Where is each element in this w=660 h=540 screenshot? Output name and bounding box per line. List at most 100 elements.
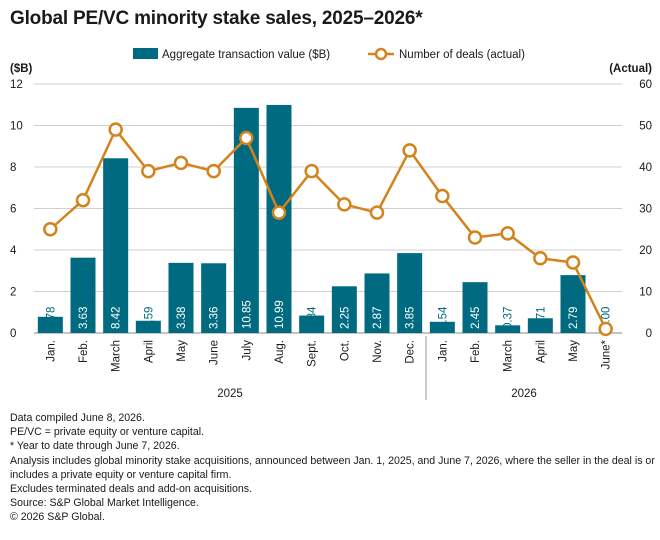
right-tick-label: 10 (639, 287, 652, 299)
right-tick-label: 40 (639, 162, 652, 174)
right-tick-label: 0 (646, 328, 652, 340)
right-tick-label: 20 (639, 245, 652, 257)
deals-point (108, 122, 123, 137)
deals-point (402, 143, 417, 158)
category-label: June* (601, 339, 613, 369)
deals-point (337, 197, 352, 212)
category-label: July (241, 340, 253, 361)
bar (560, 275, 586, 333)
left-tick-label: 2 (10, 287, 16, 299)
chart: 0 2 4 6 8 10 12 0 10 20 30 40 50 60 ($B) (Actual) Aggreg… (10, 47, 652, 400)
bar-value-label: 3.36 (209, 307, 221, 329)
bar-value-label: 0.59 (143, 307, 155, 329)
bar (429, 321, 455, 333)
bar-value-label: 0.71 (535, 307, 547, 329)
bar (495, 325, 521, 333)
bar (135, 320, 161, 333)
legend-line-label: Number of deals (actual) (399, 49, 525, 61)
year-group-label: 2025 (217, 388, 243, 400)
legend-line-marker (374, 47, 388, 61)
bar (364, 273, 390, 333)
bar (331, 286, 357, 333)
bar (527, 318, 553, 333)
left-tick-label: 8 (10, 162, 16, 174)
right-tick-label: 60 (639, 79, 652, 91)
bar-value-label: 2.25 (339, 307, 351, 329)
footnote-pevc: PE/VC = private equity or venture capita… (10, 426, 205, 439)
bar-value-label: 2.79 (568, 307, 580, 329)
legend-bar-label: Aggregate transaction value ($B) (162, 49, 330, 61)
right-axis-unit: (Actual) (609, 63, 652, 75)
footnotes: Data compiled June 8, 2026. PE/VC = priv… (10, 411, 656, 525)
bar (168, 262, 194, 333)
deals-point (565, 255, 581, 270)
bar-value-label: 2.87 (372, 307, 384, 329)
bar (103, 158, 129, 333)
deals-point (206, 163, 221, 179)
category-label: April (143, 340, 155, 363)
category-label: Jan. (437, 340, 449, 362)
chart-title: Global PE/VC minority stake sales, 2025–… (10, 8, 423, 29)
left-tick-label: 10 (10, 121, 23, 133)
footnote-analysis: Analysis includes global minority stake … (10, 454, 655, 481)
category-label: Sept. (307, 340, 319, 367)
bar-value-label: 3.85 (405, 307, 417, 329)
bar (299, 315, 325, 333)
category-label: Jan. (45, 340, 57, 362)
left-tick-label: 4 (10, 245, 17, 257)
left-axis-unit: ($B) (10, 63, 33, 75)
bar (70, 257, 96, 333)
category-label: Nov. (372, 340, 384, 363)
deals-point (75, 192, 91, 208)
right-tick-label: 50 (639, 121, 652, 133)
deals-point (467, 230, 483, 245)
category-label: June (209, 340, 221, 365)
deals-point (239, 130, 254, 146)
left-tick-label: 0 (10, 328, 16, 340)
footnote-source: Source: S&P Global Market Intelligence. (10, 497, 199, 510)
bar (37, 316, 63, 333)
category-label: Feb. (78, 340, 90, 363)
bar-value-label: 0.84 (307, 306, 319, 329)
deals-line (49, 128, 607, 330)
right-tick-label: 30 (639, 204, 652, 216)
year-group-label: 2026 (511, 388, 537, 400)
legend-bar-swatch (133, 48, 158, 59)
bar (397, 253, 423, 333)
category-label: Aug. (274, 340, 286, 364)
deals-point (369, 205, 385, 220)
bar-value-label: 2.45 (470, 307, 482, 329)
deals-point (435, 188, 450, 204)
deals-point (533, 251, 548, 266)
left-tick-label: 6 (10, 204, 16, 216)
deals-point (304, 163, 319, 179)
deals-point (500, 226, 515, 241)
footnote-copyright: © 2026 S&P Global. (10, 511, 105, 524)
bar-value-label: 3.63 (78, 307, 90, 329)
category-label: May (176, 340, 188, 362)
bar-value-label: 10.85 (241, 300, 253, 329)
category-label: Feb. (470, 340, 482, 363)
bar-value-label: 8.42 (111, 307, 123, 329)
bar-value-label: 0.37 (503, 307, 515, 329)
category-label: Oct. (339, 340, 351, 361)
category-label: March (111, 340, 123, 372)
bar (201, 263, 227, 333)
deals-point (43, 222, 58, 237)
bar-value-label: 0.78 (45, 307, 57, 329)
footnote-ytd: * Year to date through June 7, 2026. (10, 440, 180, 453)
footnote-compiled: Data compiled June 8, 2026. (10, 412, 145, 424)
bar-value-label: 3.38 (176, 307, 188, 329)
deals-point (173, 155, 189, 171)
bar-value-label: 10.99 (274, 300, 286, 329)
deals-point (598, 321, 613, 337)
category-label: March (503, 340, 515, 372)
left-tick-label: 12 (10, 79, 23, 91)
deals-point (141, 163, 156, 179)
bar-value-label: 0.54 (437, 306, 449, 329)
category-label: Dec. (405, 340, 417, 364)
deals-point (271, 205, 287, 220)
category-label: April (535, 340, 547, 363)
bar (462, 282, 488, 333)
category-label: May (568, 340, 580, 362)
